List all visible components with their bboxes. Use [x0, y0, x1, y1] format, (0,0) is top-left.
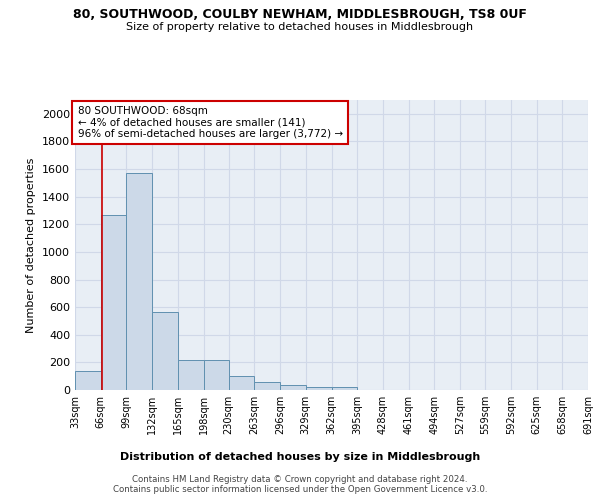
- Text: Contains HM Land Registry data © Crown copyright and database right 2024.
Contai: Contains HM Land Registry data © Crown c…: [113, 474, 487, 494]
- Bar: [306, 386, 331, 390]
- Bar: [127, 172, 152, 390]
- Bar: [229, 376, 254, 390]
- Text: Distribution of detached houses by size in Middlesbrough: Distribution of detached houses by size …: [120, 452, 480, 462]
- Bar: [280, 385, 306, 390]
- Bar: [75, 370, 101, 390]
- Bar: [331, 386, 357, 390]
- Text: 80 SOUTHWOOD: 68sqm
← 4% of detached houses are smaller (141)
96% of semi-detach: 80 SOUTHWOOD: 68sqm ← 4% of detached hou…: [77, 106, 343, 139]
- Text: 80, SOUTHWOOD, COULBY NEWHAM, MIDDLESBROUGH, TS8 0UF: 80, SOUTHWOOD, COULBY NEWHAM, MIDDLESBRO…: [73, 8, 527, 20]
- Bar: [178, 360, 203, 390]
- Y-axis label: Number of detached properties: Number of detached properties: [26, 158, 37, 332]
- Bar: [254, 382, 280, 390]
- Text: Size of property relative to detached houses in Middlesbrough: Size of property relative to detached ho…: [127, 22, 473, 32]
- Bar: [152, 312, 178, 390]
- Bar: [101, 214, 127, 390]
- Bar: [203, 360, 229, 390]
